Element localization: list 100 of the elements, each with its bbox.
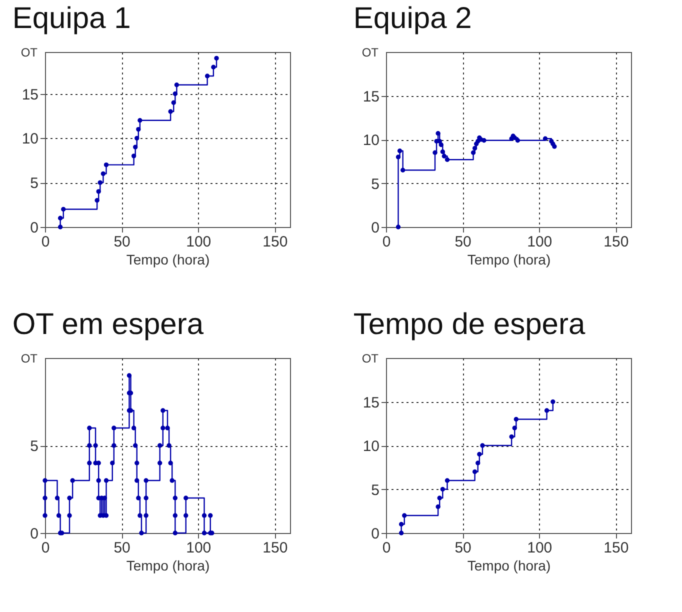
point bbox=[542, 136, 548, 141]
point bbox=[514, 416, 518, 422]
point bbox=[398, 530, 404, 536]
y-tick-label: 5 bbox=[30, 175, 38, 192]
chart-title: Equipa 2 bbox=[353, 2, 472, 35]
point bbox=[110, 460, 115, 466]
point bbox=[170, 478, 174, 483]
point bbox=[98, 180, 102, 185]
x-tick-label: 0 bbox=[41, 234, 50, 250]
point bbox=[396, 224, 401, 230]
point bbox=[158, 443, 162, 448]
x-axis-title: Tempo (hora) bbox=[126, 558, 210, 574]
x-tick-label: 0 bbox=[41, 540, 50, 556]
y-tick-label: 0 bbox=[371, 526, 380, 542]
point bbox=[172, 496, 178, 500]
point bbox=[104, 478, 109, 483]
y-tick-label: 5 bbox=[371, 482, 380, 499]
point bbox=[136, 126, 141, 132]
point bbox=[172, 513, 178, 518]
point bbox=[70, 478, 75, 483]
point bbox=[104, 162, 109, 168]
point bbox=[397, 148, 402, 154]
point bbox=[42, 513, 48, 518]
x-tick-label: 50 bbox=[454, 234, 472, 250]
x-tick-label: 150 bbox=[262, 540, 288, 556]
point bbox=[512, 426, 517, 430]
chart-title: OT em espera bbox=[12, 308, 204, 341]
point bbox=[168, 109, 173, 114]
point bbox=[144, 513, 148, 518]
point bbox=[544, 408, 550, 413]
point bbox=[440, 486, 445, 492]
point bbox=[165, 426, 170, 430]
x-tick-label: 0 bbox=[382, 234, 391, 250]
point bbox=[476, 460, 480, 466]
chart-title: Equipa 1 bbox=[12, 2, 131, 35]
y-tick-label: 10 bbox=[362, 132, 380, 149]
point bbox=[96, 189, 101, 194]
point bbox=[131, 426, 136, 430]
point bbox=[470, 150, 476, 155]
point bbox=[400, 168, 406, 172]
x-tick-label: 100 bbox=[186, 540, 212, 556]
y-axis-title: OT bbox=[20, 46, 38, 60]
x-tick-label: 0 bbox=[382, 540, 391, 556]
y-axis-title: OT bbox=[20, 352, 38, 366]
y-tick-label: 0 bbox=[371, 220, 380, 236]
point bbox=[509, 434, 514, 440]
point bbox=[134, 460, 140, 466]
x-axis-title: Tempo (hora) bbox=[126, 252, 210, 268]
point bbox=[93, 443, 98, 448]
y-axis-title: OT bbox=[362, 46, 380, 60]
y-tick-label: 10 bbox=[22, 130, 38, 148]
point bbox=[402, 513, 407, 518]
point bbox=[54, 496, 60, 500]
point bbox=[87, 426, 92, 430]
point bbox=[96, 478, 101, 483]
point bbox=[477, 452, 482, 457]
point bbox=[172, 530, 178, 536]
y-tick-label: 10 bbox=[362, 438, 380, 455]
point bbox=[144, 496, 148, 500]
point bbox=[138, 513, 142, 518]
x-tick-label: 50 bbox=[114, 234, 130, 250]
point bbox=[482, 138, 486, 143]
x-tick-label: 150 bbox=[604, 540, 629, 556]
point bbox=[94, 198, 100, 203]
point bbox=[204, 74, 210, 78]
point bbox=[550, 399, 556, 404]
point bbox=[133, 443, 138, 448]
point bbox=[87, 443, 92, 448]
point bbox=[438, 142, 444, 148]
point bbox=[134, 478, 140, 483]
point bbox=[158, 460, 162, 466]
point bbox=[168, 460, 173, 466]
point bbox=[444, 478, 450, 483]
x-tick-label: 100 bbox=[527, 234, 552, 250]
y-tick-label: 15 bbox=[362, 88, 380, 106]
point bbox=[208, 513, 213, 518]
point bbox=[480, 443, 485, 448]
point bbox=[56, 513, 62, 518]
point bbox=[67, 513, 72, 518]
point bbox=[139, 530, 144, 536]
point bbox=[552, 144, 557, 149]
point bbox=[58, 216, 63, 220]
x-axis-title: Tempo (hora) bbox=[467, 252, 551, 268]
y-tick-label: 5 bbox=[30, 438, 38, 455]
point bbox=[202, 530, 207, 536]
point bbox=[515, 138, 520, 143]
x-tick-label: 100 bbox=[527, 540, 552, 556]
point bbox=[184, 513, 188, 518]
x-tick-label: 50 bbox=[454, 540, 472, 556]
point bbox=[166, 443, 172, 448]
point bbox=[61, 206, 66, 212]
x-tick-label: 50 bbox=[114, 540, 130, 556]
point bbox=[87, 460, 92, 466]
point bbox=[436, 131, 440, 136]
point bbox=[396, 154, 401, 160]
point bbox=[134, 136, 140, 141]
point bbox=[67, 496, 72, 500]
point bbox=[444, 157, 450, 162]
point bbox=[144, 478, 148, 483]
point bbox=[211, 64, 216, 70]
